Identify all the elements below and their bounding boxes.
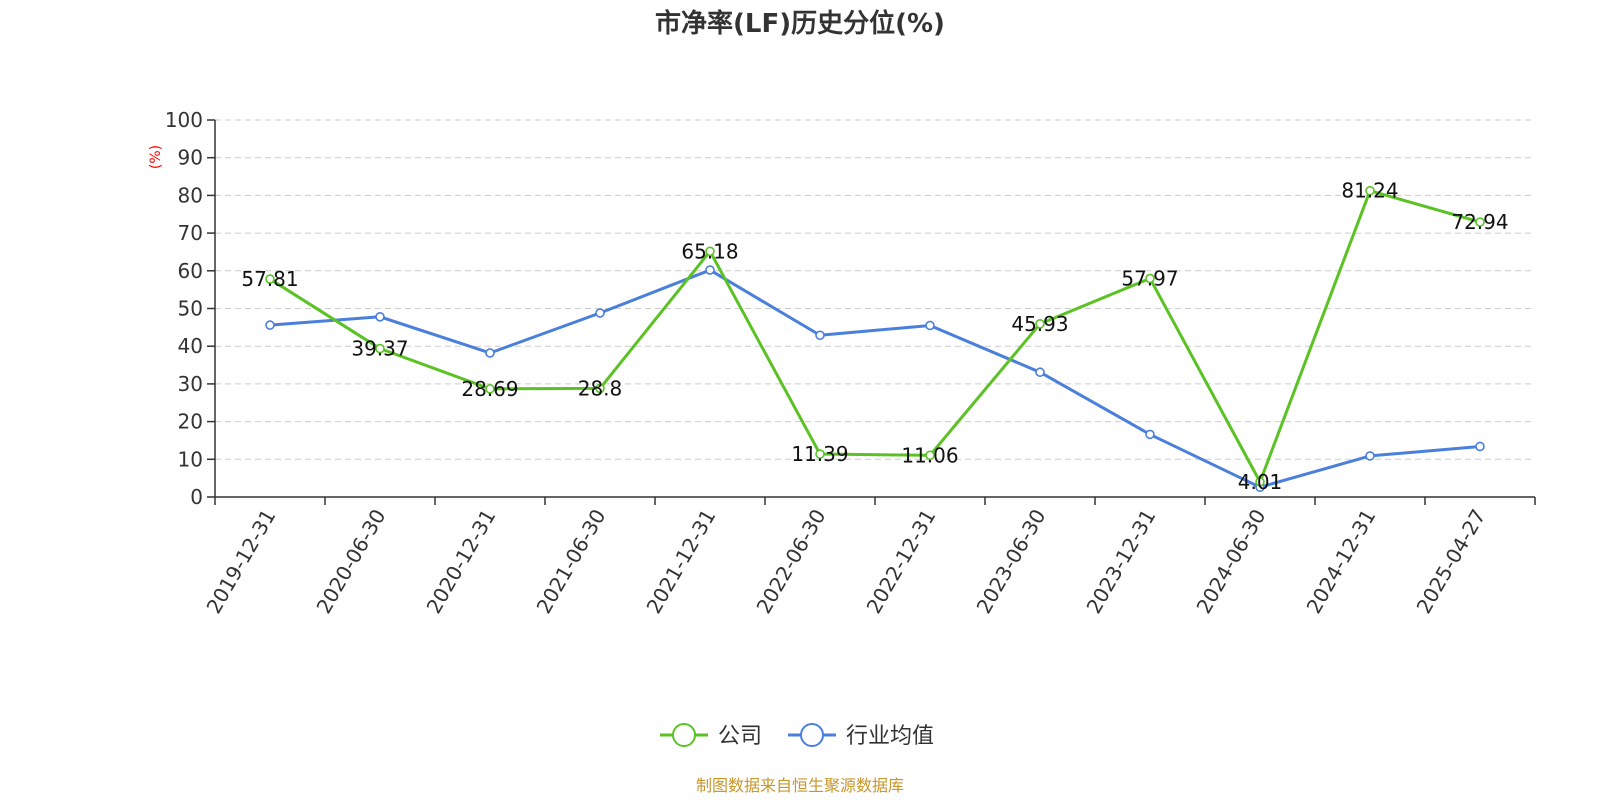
- point-industry[interactable]: [705, 265, 715, 275]
- source-note: 制图数据来自恒生聚源数据库: [696, 776, 904, 795]
- y-axis-label: (%): [148, 145, 164, 169]
- point-company[interactable]: [925, 450, 935, 461]
- y-tick-label: 10: [178, 447, 203, 471]
- y-tick-label: 20: [178, 410, 203, 434]
- point-industry[interactable]: [1475, 441, 1485, 452]
- y-tick-label: 90: [178, 146, 203, 170]
- point-company[interactable]: [815, 449, 825, 459]
- point-company[interactable]: [375, 343, 385, 354]
- data-label: 28.69: [461, 377, 518, 401]
- point-company[interactable]: [485, 384, 495, 394]
- y-tick-label: 80: [178, 183, 203, 207]
- data-label: 65.18: [681, 239, 738, 263]
- legend[interactable]: 公司 行业均值: [660, 723, 934, 749]
- y-tick-label: 30: [178, 372, 203, 396]
- point-industry[interactable]: [815, 330, 825, 341]
- point-industry[interactable]: [595, 308, 605, 318]
- legend-item-company[interactable]: 公司: [660, 723, 762, 749]
- y-tick-label: 50: [178, 297, 203, 321]
- point-company[interactable]: [1255, 477, 1265, 487]
- data-label: 11.06: [901, 443, 958, 467]
- x-tick-label: 2019-12-31: [201, 505, 280, 618]
- data-label: 45.93: [1011, 312, 1068, 336]
- point-company[interactable]: [705, 246, 715, 257]
- x-tick-label: 2022-12-31: [861, 505, 940, 618]
- axes: 0 10 20 30 40 50 60 70 80 90 100 2019-12-31 2020-06-…: [165, 108, 1536, 618]
- x-tick-label: 2023-06-30: [971, 505, 1050, 618]
- x-tick-label: 2021-06-30: [531, 505, 610, 618]
- point-industry[interactable]: [1365, 451, 1375, 461]
- data-label: 28.8: [578, 376, 623, 400]
- series-line-industry: [269, 268, 1481, 489]
- point-company[interactable]: [1145, 273, 1155, 284]
- legend-marker: [800, 723, 824, 747]
- x-tick-label: 2025-04-27: [1411, 505, 1490, 618]
- x-tick-label: 2023-12-31: [1081, 505, 1160, 618]
- series-line-company: [269, 189, 1481, 484]
- point-company[interactable]: [265, 274, 275, 284]
- legend-label: 行业均值: [846, 724, 934, 749]
- series-lines: [265, 185, 1485, 492]
- x-tick-label: 2020-06-30: [311, 505, 390, 618]
- point-industry[interactable]: [375, 311, 385, 322]
- data-labels: 57.81 39.37 28.69 28.8 65.18 11.39 11.06 45.93 5…: [241, 179, 1508, 494]
- chart-title: 市净率(LF)历史分位(%): [655, 8, 945, 39]
- y-tick-label: 100: [165, 108, 203, 132]
- data-label: 39.37: [351, 337, 408, 361]
- legend-marker: [672, 723, 696, 747]
- y-tick-label: 40: [178, 334, 203, 358]
- point-company[interactable]: [595, 383, 605, 394]
- point-industry[interactable]: [1145, 429, 1155, 440]
- x-tick-label: 2024-12-31: [1301, 505, 1380, 618]
- grid-lines: [215, 119, 1535, 460]
- y-tick-label: 0: [190, 485, 203, 509]
- data-label: 57.81: [241, 267, 298, 291]
- legend-label: 公司: [718, 724, 762, 749]
- y-tick-label: 60: [178, 259, 203, 283]
- point-industry[interactable]: [925, 320, 935, 331]
- data-label: 81.24: [1341, 179, 1398, 203]
- point-industry[interactable]: [1035, 367, 1045, 378]
- x-tick-label: 2020-12-31: [421, 505, 500, 618]
- legend-item-industry[interactable]: 行业均值: [788, 723, 934, 749]
- y-tick-label: 70: [178, 221, 203, 245]
- x-tick-label: 2021-12-31: [641, 505, 720, 618]
- data-label: 11.39: [791, 442, 848, 466]
- data-label: 4.01: [1238, 470, 1283, 494]
- point-company[interactable]: [1475, 217, 1485, 227]
- x-tick-label: 2022-06-30: [751, 505, 830, 618]
- point-company[interactable]: [1365, 185, 1375, 196]
- data-label: 57.97: [1121, 266, 1178, 290]
- point-industry[interactable]: [265, 320, 275, 330]
- data-label: 72.94: [1451, 210, 1508, 234]
- point-company[interactable]: [1035, 319, 1045, 329]
- point-industry[interactable]: [485, 348, 495, 358]
- x-tick-label: 2024-06-30: [1191, 505, 1270, 618]
